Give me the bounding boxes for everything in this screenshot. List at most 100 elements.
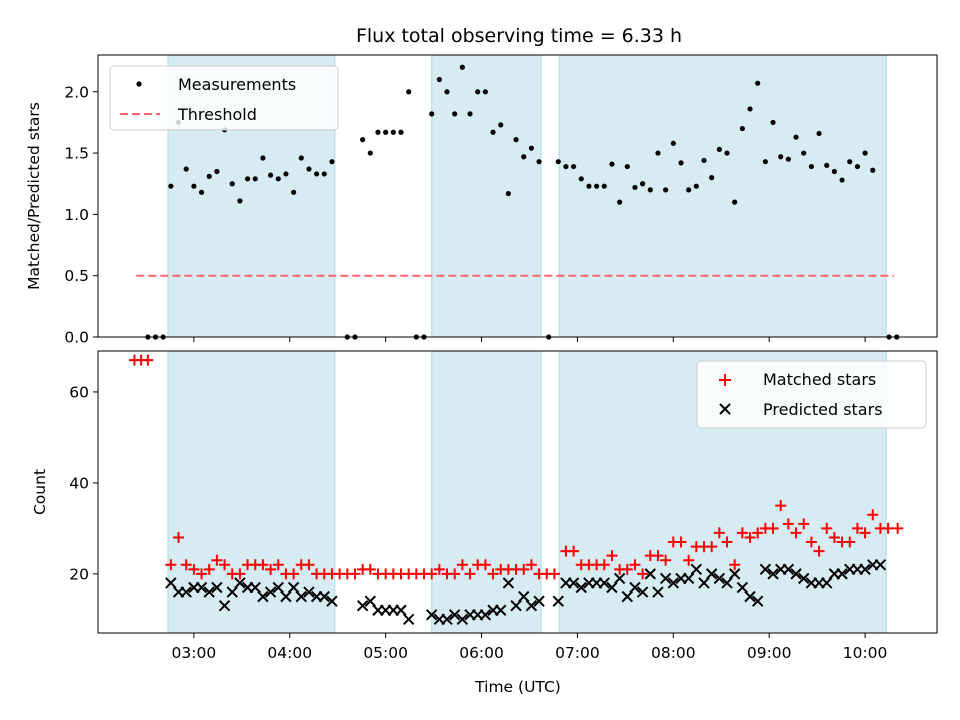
predicted-star-point — [226, 586, 238, 598]
predicted-star-point — [751, 595, 764, 607]
matched-star-point — [790, 527, 802, 539]
shaded-interval — [431, 54, 542, 338]
measurement-point — [398, 129, 404, 135]
predicted-star-point — [836, 568, 848, 580]
bottom-panel-marks — [128, 354, 904, 626]
matched-star-point — [713, 527, 725, 539]
measurement-point — [724, 150, 730, 156]
predicted-star-point — [295, 590, 307, 603]
matched-star-point — [165, 559, 177, 571]
matched-star-point — [234, 568, 246, 580]
top-y-axis-label: Matched/Predicted stars — [25, 102, 43, 290]
measurement-point — [482, 89, 488, 95]
measurement-point — [183, 166, 189, 172]
y-tick-label: 1.5 — [64, 145, 89, 163]
predicted-star-point — [303, 586, 315, 598]
legend-predicted-stars: Predicted stars — [763, 400, 883, 419]
x-tick-label: 08:00 — [651, 644, 696, 662]
predicted-star-point — [682, 572, 695, 585]
matched-star-point — [767, 522, 779, 534]
measurement-point — [870, 167, 876, 173]
matched-star-point — [775, 500, 787, 512]
measurement-point — [693, 183, 699, 189]
predicted-star-point — [874, 559, 887, 571]
measurement-point — [436, 76, 442, 83]
measurement-point — [709, 175, 715, 181]
predicted-star-point — [510, 600, 522, 612]
predicted-star-point — [652, 586, 664, 598]
measurement-point — [632, 184, 638, 191]
predicted-star-point — [395, 604, 407, 616]
predicted-star-point — [598, 577, 610, 589]
predicted-star-point — [257, 590, 269, 603]
measurement-point — [785, 156, 791, 162]
measurement-point — [716, 146, 722, 153]
measurement-point — [854, 163, 861, 170]
measurement-point — [747, 106, 753, 112]
predicted-star-point — [441, 613, 453, 626]
measurement-point — [570, 163, 577, 170]
measurement-point — [252, 176, 258, 182]
measurement-point — [647, 187, 653, 193]
matched-star-point — [721, 536, 733, 548]
predicted-star-point — [326, 595, 338, 607]
measurement-point — [678, 160, 684, 166]
predicted-star-point — [502, 577, 515, 589]
predicted-star-point — [613, 572, 626, 585]
measurement-point — [824, 162, 830, 168]
measurement-point — [291, 189, 297, 195]
shaded-intervals — [167, 54, 887, 634]
predicted-star-point — [767, 568, 779, 580]
measurement-point — [555, 159, 561, 165]
measurement-point — [762, 159, 768, 165]
matched-star-point — [851, 522, 863, 534]
measurement-point — [314, 171, 320, 177]
measurement-point — [467, 111, 473, 117]
matched-star-point — [180, 559, 192, 571]
predicted-star-point — [165, 577, 177, 589]
matched-star-point — [892, 522, 904, 534]
matched-star-point — [798, 518, 810, 530]
measurement-point — [513, 137, 519, 143]
measurement-point — [594, 183, 600, 189]
matched-star-point — [637, 568, 649, 580]
measurement-point — [452, 111, 458, 117]
matched-star-point — [736, 527, 748, 539]
measurement-point — [816, 130, 822, 137]
measurement-point — [360, 137, 366, 143]
matched-star-point — [752, 527, 764, 539]
matched-star-point — [621, 563, 633, 575]
x-tick-label: 10:00 — [843, 644, 888, 662]
predicted-star-point — [249, 581, 261, 594]
matched-star-point — [525, 559, 537, 571]
predicted-star-point — [721, 577, 733, 589]
predicted-star-point — [448, 609, 461, 621]
x-tick-label: 07:00 — [555, 644, 600, 662]
matched-star-point — [464, 568, 476, 580]
y-tick-label: 0.0 — [64, 329, 89, 347]
measurement-point — [191, 183, 197, 189]
matched-star-point — [744, 531, 756, 543]
predicted-star-point — [264, 586, 277, 598]
predicted-star-point — [203, 586, 215, 598]
measurement-point — [663, 187, 669, 193]
measurement-point — [298, 155, 304, 161]
x-tick-label: 05:00 — [363, 644, 408, 662]
matched-star-point — [782, 518, 794, 530]
x-tick-label: 06:00 — [459, 644, 504, 662]
measurement-point — [831, 168, 838, 175]
matched-star-point — [606, 550, 618, 562]
predicted-star-point — [402, 613, 415, 626]
matched-star-point — [364, 563, 376, 575]
measurement-point — [808, 163, 814, 170]
predicted-star-point — [621, 590, 633, 603]
measurement-point — [755, 80, 761, 86]
matched-star-point — [426, 568, 438, 580]
y-tick-label: 20 — [69, 565, 89, 583]
predicted-star-point — [659, 572, 672, 585]
matched-star-point — [867, 509, 879, 521]
y-tick-label: 0.5 — [64, 267, 89, 285]
predicted-star-point — [356, 600, 369, 612]
measurement-point — [229, 181, 235, 187]
top-legend-box — [109, 65, 339, 131]
